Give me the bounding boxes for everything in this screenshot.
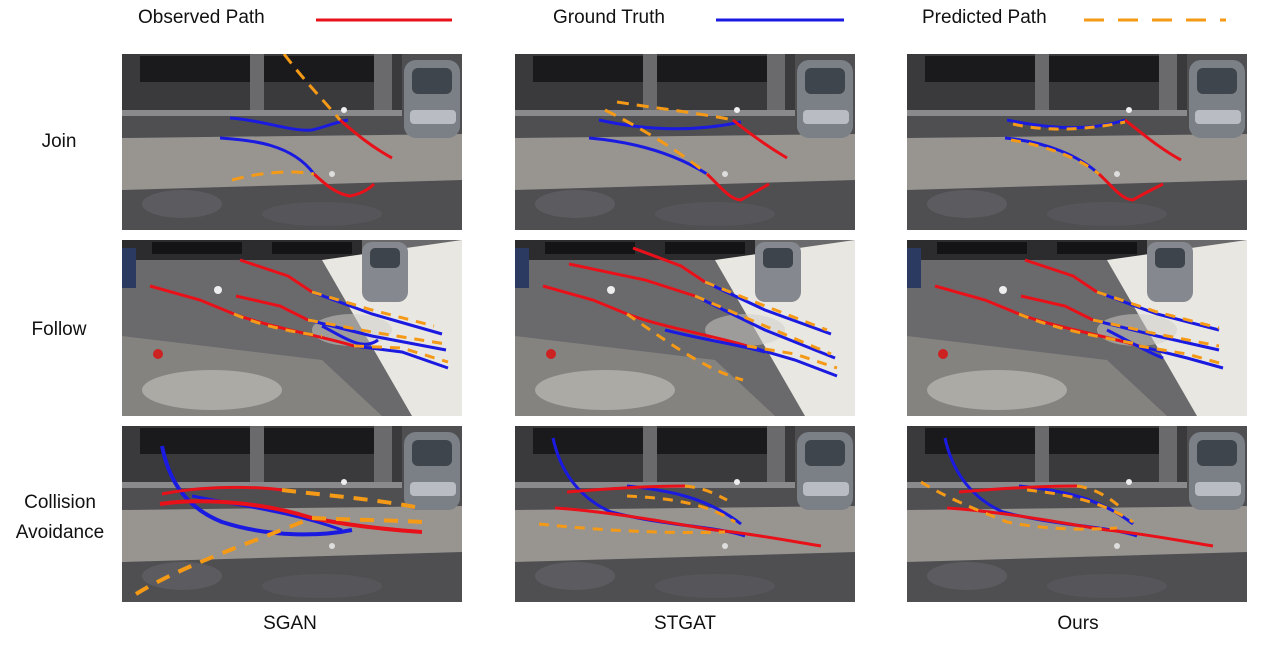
row-label-collision-avoidance: Collision Avoidance xyxy=(15,492,105,543)
panel-follow-ours xyxy=(907,240,1247,416)
legend-predicted-label: Predicted Path xyxy=(922,7,1047,28)
panel-join-ours xyxy=(907,54,1247,230)
panel-follow-sgan xyxy=(122,240,462,416)
legend-observed-swatch xyxy=(316,18,452,22)
panel-follow-stgat xyxy=(515,240,855,416)
col-label-ours: Ours xyxy=(1057,613,1099,634)
panel-join-stgat xyxy=(515,54,855,230)
panel-collision-sgan xyxy=(122,426,462,602)
col-label-stgat: STGAT xyxy=(654,613,716,634)
row-label-join: Join xyxy=(41,131,77,152)
legend-observed-label: Observed Path xyxy=(138,7,265,28)
legend-predicted-swatch xyxy=(1084,18,1226,22)
panel-collision-ours xyxy=(907,426,1247,602)
panel-join-sgan xyxy=(122,54,462,230)
row-label-follow: Follow xyxy=(31,319,87,340)
panel-collision-stgat xyxy=(515,426,855,602)
col-label-sgan: SGAN xyxy=(263,613,317,634)
legend-ground-truth-label: Ground Truth xyxy=(553,7,665,28)
legend-ground-truth-swatch xyxy=(716,18,844,22)
